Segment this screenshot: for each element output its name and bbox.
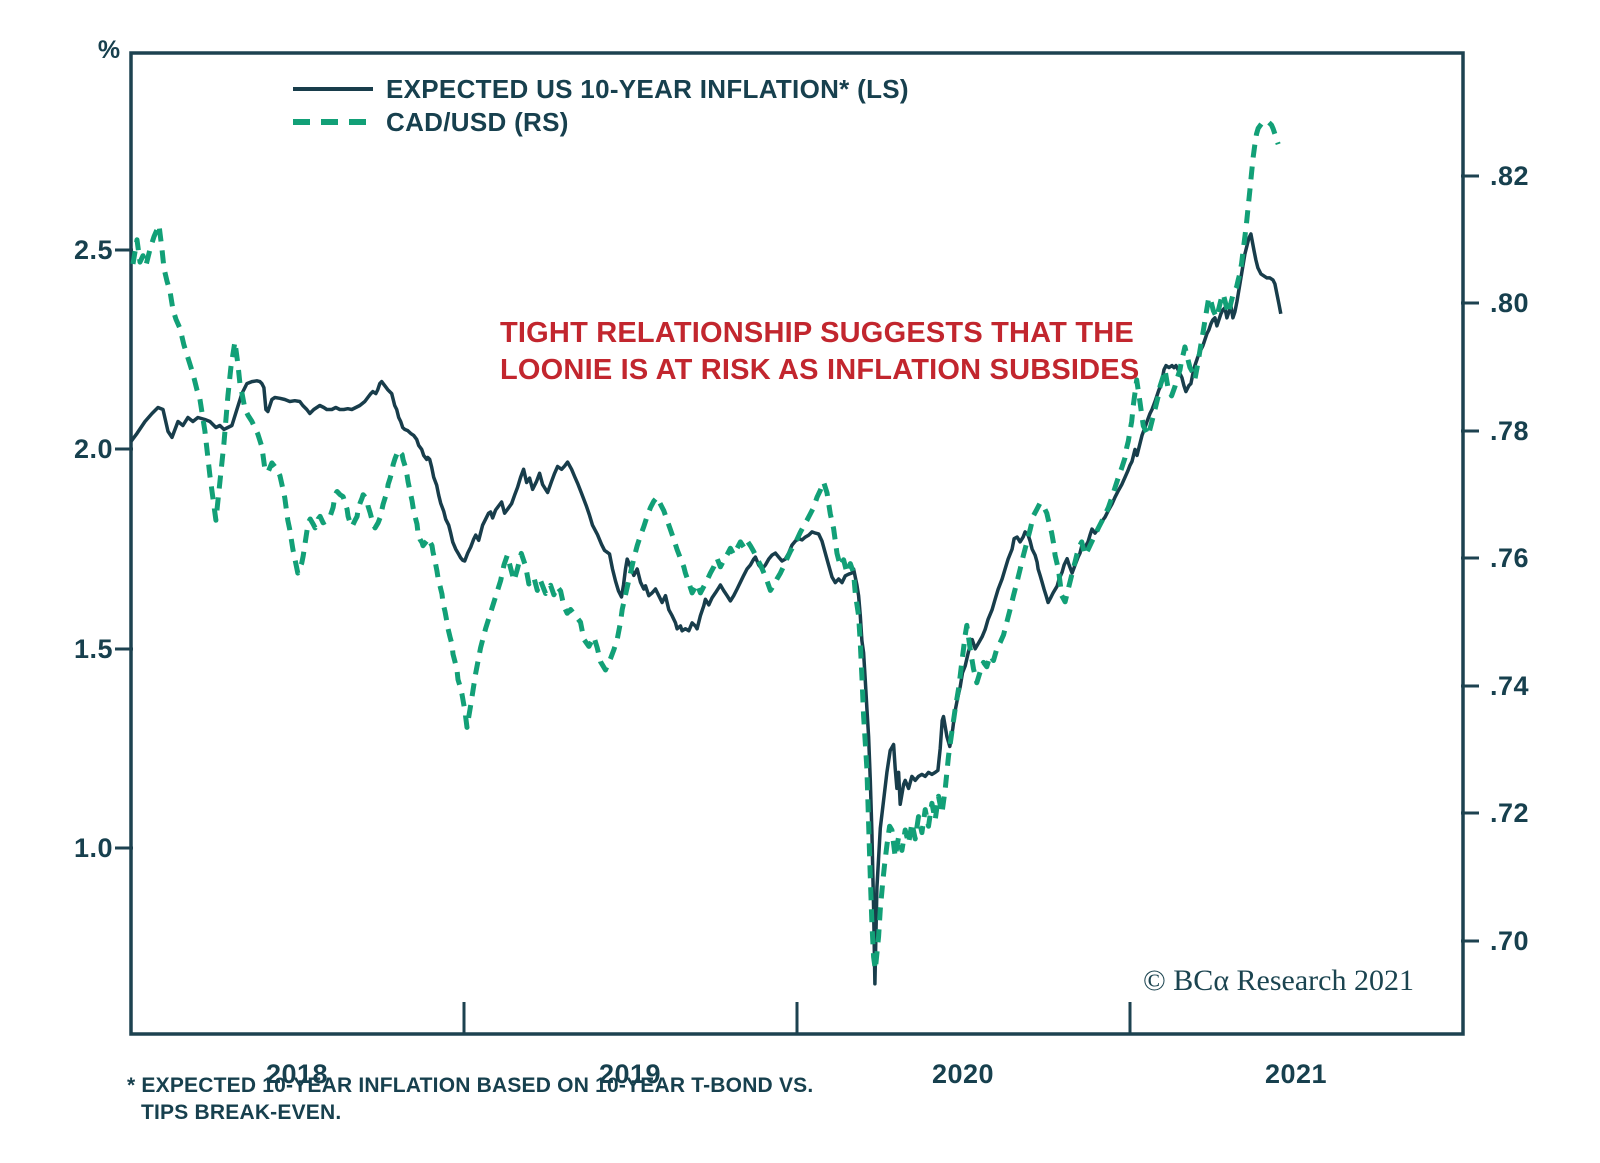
- footnote-line-1: * EXPECTED 10-YEAR INFLATION BASED ON 10…: [127, 1074, 813, 1097]
- inflation-line: [129, 232, 1283, 986]
- left-tick-label: 2.5: [74, 235, 113, 265]
- x-tick-label-2020: 2020: [932, 1059, 994, 1089]
- legend-label-inflation: EXPECTED US 10-YEAR INFLATION* (LS): [386, 74, 909, 104]
- copyright-text: © BCα Research 2021: [1143, 964, 1414, 997]
- right-tick-label: .78: [1490, 416, 1529, 446]
- x-tick-label-2018: 2018: [266, 1059, 328, 1089]
- series-lines: [129, 118, 1283, 986]
- left-tick-label: 2.0: [74, 434, 113, 464]
- right-tick-label: .70: [1490, 926, 1529, 956]
- right-tick-label: .80: [1490, 288, 1529, 318]
- left-tick-label: 1.0: [74, 833, 113, 863]
- annotation-line-2: LOONIE IS AT RISK AS INFLATION SUBSIDES: [500, 354, 1139, 386]
- plot-border: [129, 51, 1465, 1036]
- left-axis-unit: %: [98, 36, 120, 64]
- right-tick-label: .74: [1490, 671, 1529, 701]
- right-tick-label: .72: [1490, 798, 1529, 828]
- footnote-line-2: TIPS BREAK-EVEN.: [141, 1101, 341, 1124]
- right-tick-label: .82: [1490, 161, 1529, 191]
- legend: EXPECTED US 10-YEAR INFLATION* (LS) CAD/…: [293, 74, 909, 137]
- left-tick-label: 1.5: [74, 634, 113, 664]
- x-tick-label-2019: 2019: [599, 1059, 661, 1089]
- legend-label-cadusd: CAD/USD (RS): [386, 107, 569, 137]
- x-tick-label-2021: 2021: [1265, 1059, 1327, 1089]
- cadusd-line: [130, 118, 1281, 973]
- annotation-line-1: TIGHT RELATIONSHIP SUGGESTS THAT THE: [500, 317, 1134, 349]
- right-tick-label: .76: [1490, 543, 1529, 573]
